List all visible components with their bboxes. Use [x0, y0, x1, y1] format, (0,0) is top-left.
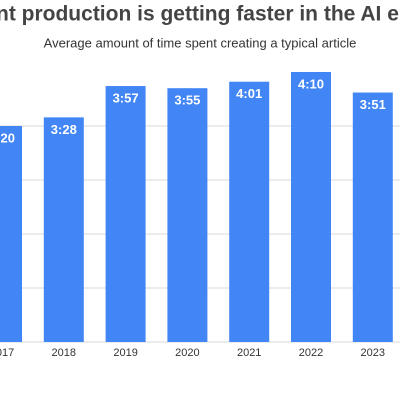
bar: [167, 88, 208, 342]
value-label: 3:55: [174, 93, 200, 108]
value-label: 3:57: [113, 90, 139, 105]
chart-subtitle: Average amount of time spent creating a …: [44, 35, 357, 50]
value-label: 4:10: [298, 76, 324, 91]
bar: [0, 126, 22, 342]
chart-title: nt production is getting faster in the A…: [0, 3, 400, 26]
bar: [352, 92, 393, 343]
value-label: 4:01: [236, 86, 262, 101]
value-label: 3:28: [51, 122, 77, 137]
x-tick-label: 2021: [237, 347, 261, 359]
x-tick-label: 2019: [113, 347, 137, 359]
x-tick-label: 2020: [175, 347, 199, 359]
bar: [291, 72, 331, 342]
value-label: 3:51: [360, 97, 386, 112]
bar: [229, 81, 270, 342]
x-tick-label: 2023: [361, 347, 385, 359]
bar: [105, 86, 146, 342]
value-label: 3:20: [0, 130, 15, 145]
x-tick-label: 2018: [52, 347, 76, 359]
x-tick-label: 2022: [299, 347, 323, 359]
bar: [43, 117, 84, 342]
